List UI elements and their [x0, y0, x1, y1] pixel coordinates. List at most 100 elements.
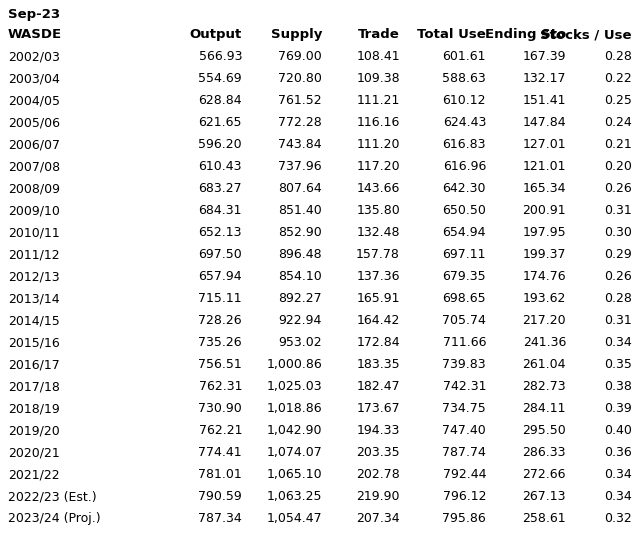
Text: 762.21: 762.21	[198, 424, 242, 437]
Text: 781.01: 781.01	[198, 468, 242, 481]
Text: 194.33: 194.33	[356, 424, 400, 437]
Text: 207.34: 207.34	[356, 512, 400, 525]
Text: 121.01: 121.01	[522, 160, 566, 173]
Text: 652.13: 652.13	[198, 226, 242, 239]
Text: 730.90: 730.90	[198, 402, 242, 415]
Text: 0.34: 0.34	[604, 468, 632, 481]
Text: 132.17: 132.17	[522, 72, 566, 85]
Text: 787.34: 787.34	[198, 512, 242, 525]
Text: 0.31: 0.31	[604, 204, 632, 217]
Text: 596.20: 596.20	[198, 138, 242, 151]
Text: 756.51: 756.51	[198, 358, 242, 371]
Text: 127.01: 127.01	[522, 138, 566, 151]
Text: 772.28: 772.28	[278, 116, 322, 129]
Text: Total Use: Total Use	[417, 28, 486, 41]
Text: 0.22: 0.22	[604, 72, 632, 85]
Text: 0.31: 0.31	[604, 314, 632, 327]
Text: 241.36: 241.36	[523, 336, 566, 349]
Text: 0.21: 0.21	[604, 138, 632, 151]
Text: 737.96: 737.96	[278, 160, 322, 173]
Text: 157.78: 157.78	[356, 248, 400, 261]
Text: 657.94: 657.94	[198, 270, 242, 283]
Text: 616.96: 616.96	[443, 160, 486, 173]
Text: 109.38: 109.38	[356, 72, 400, 85]
Text: 0.39: 0.39	[604, 402, 632, 415]
Text: 0.25: 0.25	[604, 94, 632, 107]
Text: 0.30: 0.30	[604, 226, 632, 239]
Text: 728.26: 728.26	[198, 314, 242, 327]
Text: 2019/20: 2019/20	[8, 424, 60, 437]
Text: 769.00: 769.00	[278, 50, 322, 63]
Text: 747.40: 747.40	[442, 424, 486, 437]
Text: 117.20: 117.20	[356, 160, 400, 173]
Text: 174.76: 174.76	[522, 270, 566, 283]
Text: 2015/16: 2015/16	[8, 336, 60, 349]
Text: 742.31: 742.31	[442, 380, 486, 393]
Text: 147.84: 147.84	[522, 116, 566, 129]
Text: 792.44: 792.44	[442, 468, 486, 481]
Text: 642.30: 642.30	[442, 182, 486, 195]
Text: 621.65: 621.65	[198, 116, 242, 129]
Text: 219.90: 219.90	[356, 490, 400, 503]
Text: 2010/11: 2010/11	[8, 226, 60, 239]
Text: 217.20: 217.20	[522, 314, 566, 327]
Text: Sep-23: Sep-23	[8, 8, 60, 21]
Text: 0.20: 0.20	[604, 160, 632, 173]
Text: 683.27: 683.27	[198, 182, 242, 195]
Text: 173.67: 173.67	[356, 402, 400, 415]
Text: 0.24: 0.24	[604, 116, 632, 129]
Text: 715.11: 715.11	[198, 292, 242, 305]
Text: 1,063.25: 1,063.25	[266, 490, 322, 503]
Text: 554.69: 554.69	[198, 72, 242, 85]
Text: 111.21: 111.21	[356, 94, 400, 107]
Text: 854.10: 854.10	[278, 270, 322, 283]
Text: 953.02: 953.02	[278, 336, 322, 349]
Text: 272.66: 272.66	[522, 468, 566, 481]
Text: 0.34: 0.34	[604, 336, 632, 349]
Text: 896.48: 896.48	[278, 248, 322, 261]
Text: 0.35: 0.35	[604, 358, 632, 371]
Text: 0.29: 0.29	[604, 248, 632, 261]
Text: 183.35: 183.35	[356, 358, 400, 371]
Text: 739.83: 739.83	[442, 358, 486, 371]
Text: 1,018.86: 1,018.86	[266, 402, 322, 415]
Text: 796.12: 796.12	[442, 490, 486, 503]
Text: 2012/13: 2012/13	[8, 270, 60, 283]
Text: 203.35: 203.35	[356, 446, 400, 459]
Text: 790.59: 790.59	[198, 490, 242, 503]
Text: 172.84: 172.84	[356, 336, 400, 349]
Text: 111.20: 111.20	[356, 138, 400, 151]
Text: 165.34: 165.34	[522, 182, 566, 195]
Text: Trade: Trade	[358, 28, 400, 41]
Text: 2007/08: 2007/08	[8, 160, 60, 173]
Text: 761.52: 761.52	[278, 94, 322, 107]
Text: 698.65: 698.65	[442, 292, 486, 305]
Text: 2003/04: 2003/04	[8, 72, 60, 85]
Text: 2006/07: 2006/07	[8, 138, 60, 151]
Text: 697.50: 697.50	[198, 248, 242, 261]
Text: 197.95: 197.95	[522, 226, 566, 239]
Text: 202.78: 202.78	[356, 468, 400, 481]
Text: 0.28: 0.28	[604, 50, 632, 63]
Text: 193.62: 193.62	[523, 292, 566, 305]
Text: 922.94: 922.94	[278, 314, 322, 327]
Text: Stocks / Use: Stocks / Use	[541, 28, 632, 41]
Text: 164.42: 164.42	[356, 314, 400, 327]
Text: 2004/05: 2004/05	[8, 94, 60, 107]
Text: 2021/22: 2021/22	[8, 468, 60, 481]
Text: 610.12: 610.12	[442, 94, 486, 107]
Text: 0.28: 0.28	[604, 292, 632, 305]
Text: 1,074.07: 1,074.07	[266, 446, 322, 459]
Text: 132.48: 132.48	[356, 226, 400, 239]
Text: 0.26: 0.26	[604, 270, 632, 283]
Text: 720.80: 720.80	[278, 72, 322, 85]
Text: 151.41: 151.41	[522, 94, 566, 107]
Text: 284.11: 284.11	[522, 402, 566, 415]
Text: 705.74: 705.74	[442, 314, 486, 327]
Text: 1,025.03: 1,025.03	[266, 380, 322, 393]
Text: 734.75: 734.75	[442, 402, 486, 415]
Text: 588.63: 588.63	[442, 72, 486, 85]
Text: 762.31: 762.31	[198, 380, 242, 393]
Text: 0.40: 0.40	[604, 424, 632, 437]
Text: 735.26: 735.26	[198, 336, 242, 349]
